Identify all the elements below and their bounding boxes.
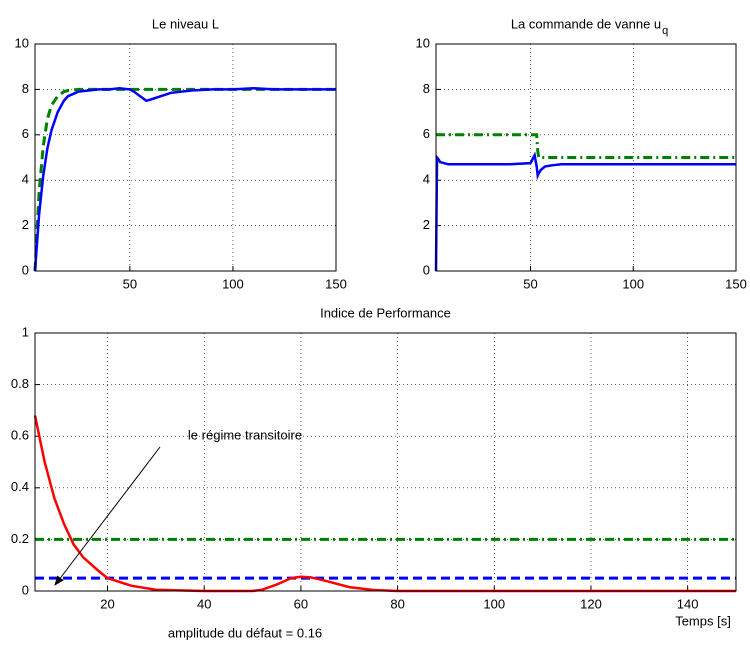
chart-title: Indice de Performance: [320, 305, 451, 320]
x-tick-label: 120: [580, 596, 602, 611]
y-tick-label: 10: [15, 35, 29, 50]
y-tick-label: 8: [423, 81, 430, 96]
y-tick-label: 0: [22, 262, 29, 277]
y-tick-label: 4: [423, 172, 430, 187]
plot-area: [34, 43, 337, 272]
chart-title: Le niveau L: [152, 16, 219, 31]
title-subscript: q: [662, 25, 668, 37]
axes-frame: [34, 43, 337, 272]
x-tick-label: 80: [390, 596, 404, 611]
y-tick-label: 2: [22, 217, 29, 232]
y-tick-label: 2: [423, 217, 430, 232]
x-tick-label: 40: [197, 596, 211, 611]
y-tick-label: 0: [423, 262, 430, 277]
annotation: le régime transitoire: [188, 427, 302, 442]
x-tick-label: 140: [677, 596, 699, 611]
y-tick-label: 6: [423, 126, 430, 141]
axes-frame: [34, 332, 737, 592]
y-tick-label: 1: [22, 324, 29, 339]
series-line: [33, 415, 736, 593]
x-axis-label: Temps [s]: [675, 613, 731, 628]
y-tick-label: 8: [22, 81, 29, 96]
axes-frame: [435, 43, 737, 272]
y-tick-label: 0.2: [11, 531, 29, 546]
y-tick-label: 6: [22, 126, 29, 141]
chart-title: La commande de vanne u: [511, 16, 661, 31]
x-tick-label: 100: [222, 276, 244, 291]
y-tick-label: 0.4: [11, 479, 29, 494]
x-tick-label: 50: [123, 276, 137, 291]
annotation-arrow: [54, 446, 161, 586]
plot-area: [34, 332, 737, 592]
series-line: [436, 133, 736, 159]
x-tick-label: 20: [100, 596, 114, 611]
x-tick-label: 50: [523, 276, 537, 291]
x-tick-label: 150: [325, 276, 347, 291]
x-tick-label: 100: [622, 276, 644, 291]
x-tick-label: 60: [294, 596, 308, 611]
series-line: [434, 151, 736, 272]
y-tick-label: 0: [22, 582, 29, 597]
x-tick-label: 100: [483, 596, 505, 611]
y-tick-label: 4: [22, 172, 29, 187]
y-tick-label: 0.6: [11, 428, 29, 443]
y-tick-label: 10: [416, 35, 430, 50]
series-line: [33, 87, 336, 272]
x-tick-label: 150: [725, 276, 747, 291]
note: amplitude du défaut = 0.16: [168, 625, 322, 640]
plot-area: [435, 43, 737, 272]
y-tick-label: 0.8: [11, 376, 29, 391]
